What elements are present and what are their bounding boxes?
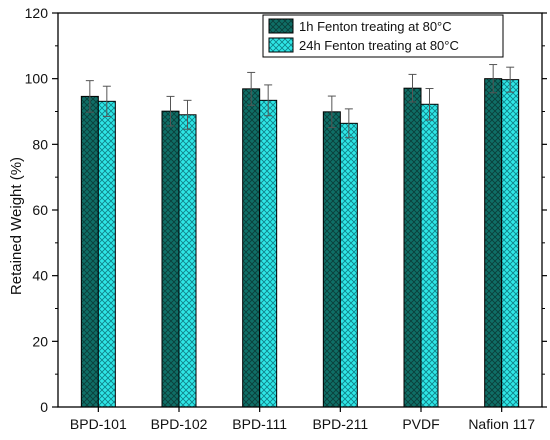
y-tick-label: 20 <box>32 333 48 349</box>
legend-swatch <box>268 18 294 34</box>
bar <box>259 99 278 408</box>
y-axis-title: Retained Weight (%) <box>8 157 25 295</box>
bar <box>97 100 116 408</box>
y-tick-label: 120 <box>25 5 49 21</box>
plot-frame <box>57 12 543 408</box>
legend-box <box>262 14 504 58</box>
x-tick-label: BPD-211 <box>312 416 368 432</box>
y-tick-label: 80 <box>32 136 48 152</box>
x-tick-label: PVDF <box>402 416 439 432</box>
legend-label: 24h Fenton treating at 80°C <box>299 38 459 53</box>
x-tick-label: BPD-101 <box>70 416 127 432</box>
bar <box>420 103 439 408</box>
x-tick-label: Nafion 117 <box>468 416 535 432</box>
bar <box>484 78 503 408</box>
bar <box>322 111 341 408</box>
y-tick-label: 40 <box>32 268 48 284</box>
bar <box>242 88 261 408</box>
y-tick-label: 0 <box>40 399 48 415</box>
bar <box>178 114 197 408</box>
bar <box>403 87 422 408</box>
legend-label: 1h Fenton treating at 80°C <box>299 19 452 34</box>
bar <box>339 122 358 408</box>
y-tick-label: 60 <box>32 202 48 218</box>
bar <box>161 110 180 408</box>
x-tick-label: BPD-102 <box>151 416 208 432</box>
bar <box>80 95 99 408</box>
x-tick-label: BPD-111 <box>232 416 287 432</box>
y-tick-label: 100 <box>25 71 49 87</box>
bar <box>501 79 520 408</box>
legend-swatch <box>268 37 294 53</box>
